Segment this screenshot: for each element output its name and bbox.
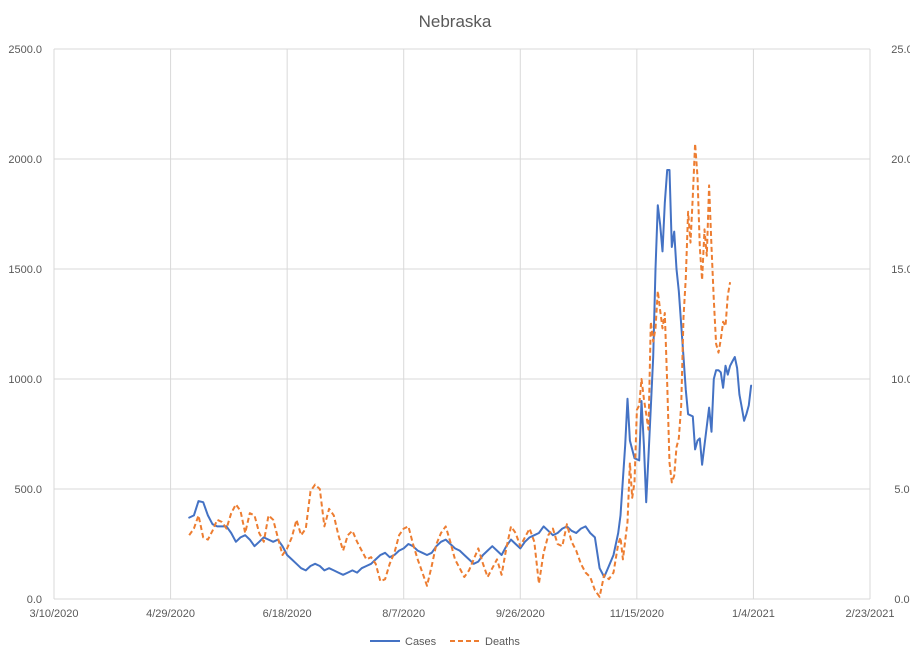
y-left-tick-label: 2000.0 — [8, 154, 42, 166]
series-line-cases — [188, 169, 753, 578]
y-right-tick-label: 0.0 — [894, 594, 909, 606]
x-tick-label: 1/4/2021 — [732, 608, 775, 620]
x-tick-label: 6/18/2020 — [263, 608, 312, 620]
axes: 3/10/2020 4/29/2020 6/18/2020 8/7/2020 9/26/… — [8, 44, 910, 620]
legend-label-cases: Cases — [405, 636, 437, 648]
legend-label-deaths: Deaths — [485, 636, 520, 648]
x-tick-label: 11/15/2020 — [610, 608, 664, 620]
series-lines — [188, 142, 753, 598]
y-left-tick-label: 1500.0 — [8, 264, 42, 276]
chart-title: Nebraska — [419, 12, 492, 31]
series-line-deaths — [188, 142, 732, 598]
x-tick-label: 2/23/2021 — [846, 608, 895, 620]
y-left-tick-label: 1000.0 — [8, 374, 42, 386]
x-tick-label: 8/7/2020 — [382, 608, 425, 620]
y-right-tick-label: 5.0 — [894, 484, 909, 496]
x-tick-label: 3/10/2020 — [30, 608, 79, 620]
y-left-tick-label: 0.0 — [27, 594, 42, 606]
y-left-tick-label: 500.0 — [14, 484, 42, 496]
y-right-tick-label: 20.0 — [891, 154, 910, 166]
y-right-tick-label: 10.0 — [891, 374, 910, 386]
y-right-tick-label: 25.0 — [891, 44, 910, 56]
x-tick-label: 9/26/2020 — [496, 608, 545, 620]
gridlines — [53, 48, 871, 600]
y-left-tick-label: 2500.0 — [8, 44, 42, 56]
x-tick-label: 4/29/2020 — [146, 608, 195, 620]
legend: Cases Deaths — [370, 636, 520, 648]
y-right-tick-label: 15.0 — [891, 264, 910, 276]
